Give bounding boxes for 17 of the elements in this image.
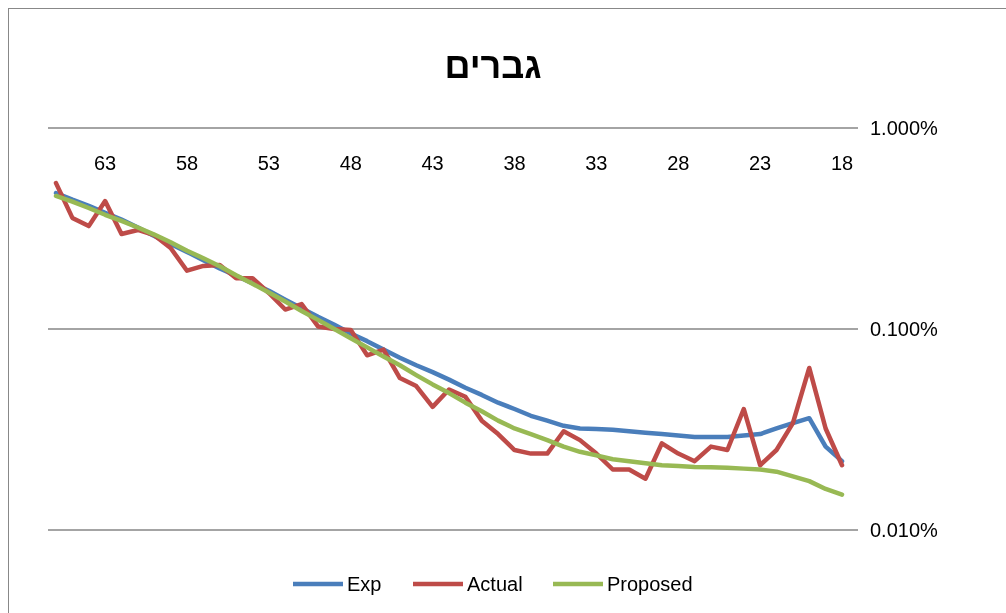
y-tick-label: 0.010%: [870, 519, 939, 541]
chart-title: גברים: [444, 45, 542, 86]
legend-label: Exp: [347, 573, 382, 595]
x-tick-label: 63: [94, 152, 117, 174]
y-tick-label: 1.000%: [870, 117, 939, 139]
legend-label: Proposed: [607, 573, 693, 595]
x-tick-label: 38: [503, 152, 526, 174]
x-tick-label: 43: [421, 152, 444, 174]
x-tick-label: 18: [830, 152, 854, 174]
x-tick-label: 53: [257, 152, 280, 174]
x-tick-label: 23: [749, 152, 772, 174]
x-tick-label: 48: [339, 152, 362, 174]
y-tick-label: 0.100%: [870, 318, 939, 340]
x-tick-label: 58: [175, 152, 199, 174]
x-tick-label: 33: [585, 152, 608, 174]
x-tick-label: 28: [667, 152, 690, 174]
legend-label: Actual: [467, 573, 523, 595]
